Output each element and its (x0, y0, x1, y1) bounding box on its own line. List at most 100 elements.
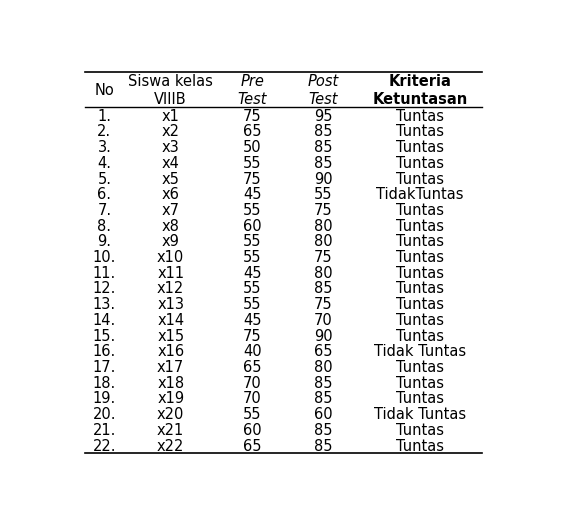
Text: Siswa kelas
VIIIB: Siswa kelas VIIIB (128, 74, 213, 107)
Text: 80: 80 (314, 234, 332, 249)
Text: 85: 85 (314, 281, 332, 296)
Text: x3: x3 (162, 140, 180, 155)
Text: 85: 85 (314, 375, 332, 390)
Text: 10.: 10. (93, 249, 116, 265)
Text: x2: x2 (162, 124, 180, 139)
Text: 17.: 17. (93, 359, 116, 374)
Text: Tidak Tuntas: Tidak Tuntas (374, 406, 466, 421)
Text: Tuntas: Tuntas (396, 312, 444, 327)
Text: x13: x13 (157, 297, 184, 312)
Text: 7.: 7. (97, 203, 112, 217)
Text: 65: 65 (243, 438, 262, 453)
Text: Tuntas: Tuntas (396, 234, 444, 249)
Text: 55: 55 (243, 281, 262, 296)
Text: Tuntas: Tuntas (396, 155, 444, 171)
Text: 65: 65 (243, 359, 262, 374)
Text: 45: 45 (243, 187, 262, 202)
Text: 45: 45 (243, 312, 262, 327)
Text: 85: 85 (314, 140, 332, 155)
Text: 55: 55 (243, 155, 262, 171)
Text: Tuntas: Tuntas (396, 108, 444, 124)
Text: 75: 75 (314, 297, 332, 312)
Text: 85: 85 (314, 390, 332, 406)
Text: Tuntas: Tuntas (396, 281, 444, 296)
Text: x14: x14 (157, 312, 184, 327)
Text: 85: 85 (314, 438, 332, 453)
Text: 70: 70 (314, 312, 332, 327)
Text: x17: x17 (157, 359, 184, 374)
Text: Tuntas: Tuntas (396, 171, 444, 186)
Text: 60: 60 (314, 406, 332, 421)
Text: Tuntas: Tuntas (396, 140, 444, 155)
Text: 15.: 15. (93, 328, 116, 343)
Text: 55: 55 (243, 203, 262, 217)
Text: Kriteria
Ketuntasan: Kriteria Ketuntasan (373, 74, 468, 107)
Text: Tuntas: Tuntas (396, 249, 444, 265)
Text: 70: 70 (243, 390, 262, 406)
Text: 75: 75 (314, 203, 332, 217)
Text: 80: 80 (314, 265, 332, 280)
Text: x22: x22 (157, 438, 184, 453)
Text: 2.: 2. (97, 124, 112, 139)
Text: x7: x7 (162, 203, 180, 217)
Text: x21: x21 (157, 422, 184, 437)
Text: 95: 95 (314, 108, 332, 124)
Text: 85: 85 (314, 155, 332, 171)
Text: 21.: 21. (93, 422, 116, 437)
Text: x10: x10 (157, 249, 184, 265)
Text: 14.: 14. (93, 312, 116, 327)
Text: Tuntas: Tuntas (396, 390, 444, 406)
Text: 50: 50 (243, 140, 262, 155)
Text: 55: 55 (243, 297, 262, 312)
Text: 9.: 9. (97, 234, 111, 249)
Text: x15: x15 (157, 328, 184, 343)
Text: 11.: 11. (93, 265, 116, 280)
Text: 20.: 20. (93, 406, 116, 421)
Text: Tuntas: Tuntas (396, 438, 444, 453)
Text: Tuntas: Tuntas (396, 218, 444, 233)
Text: 12.: 12. (93, 281, 116, 296)
Text: x18: x18 (157, 375, 184, 390)
Text: Tuntas: Tuntas (396, 297, 444, 312)
Text: 75: 75 (243, 108, 262, 124)
Text: 85: 85 (314, 422, 332, 437)
Text: 80: 80 (314, 359, 332, 374)
Text: 6.: 6. (97, 187, 111, 202)
Text: 16.: 16. (93, 344, 116, 359)
Text: 4.: 4. (97, 155, 111, 171)
Text: 70: 70 (243, 375, 262, 390)
Text: 55: 55 (243, 406, 262, 421)
Text: 90: 90 (314, 328, 332, 343)
Text: 45: 45 (243, 265, 262, 280)
Text: 19.: 19. (93, 390, 116, 406)
Text: x11: x11 (157, 265, 184, 280)
Text: 22.: 22. (93, 438, 116, 453)
Text: 3.: 3. (97, 140, 111, 155)
Text: x20: x20 (157, 406, 184, 421)
Text: 85: 85 (314, 124, 332, 139)
Text: Tidak Tuntas: Tidak Tuntas (374, 344, 466, 359)
Text: 8.: 8. (97, 218, 111, 233)
Text: Tuntas: Tuntas (396, 265, 444, 280)
Text: 90: 90 (314, 171, 332, 186)
Text: 65: 65 (243, 124, 262, 139)
Text: 60: 60 (243, 422, 262, 437)
Text: x6: x6 (162, 187, 180, 202)
Text: x19: x19 (157, 390, 184, 406)
Text: x12: x12 (157, 281, 184, 296)
Text: Tuntas: Tuntas (396, 375, 444, 390)
Text: 75: 75 (243, 328, 262, 343)
Text: 55: 55 (243, 249, 262, 265)
Text: x5: x5 (162, 171, 180, 186)
Text: Tuntas: Tuntas (396, 328, 444, 343)
Text: Tuntas: Tuntas (396, 359, 444, 374)
Text: 1.: 1. (97, 108, 111, 124)
Text: x16: x16 (157, 344, 184, 359)
Text: 80: 80 (314, 218, 332, 233)
Text: TidakTuntas: TidakTuntas (376, 187, 464, 202)
Text: 65: 65 (314, 344, 332, 359)
Text: 5.: 5. (97, 171, 111, 186)
Text: 18.: 18. (93, 375, 116, 390)
Text: 13.: 13. (93, 297, 116, 312)
Text: 60: 60 (243, 218, 262, 233)
